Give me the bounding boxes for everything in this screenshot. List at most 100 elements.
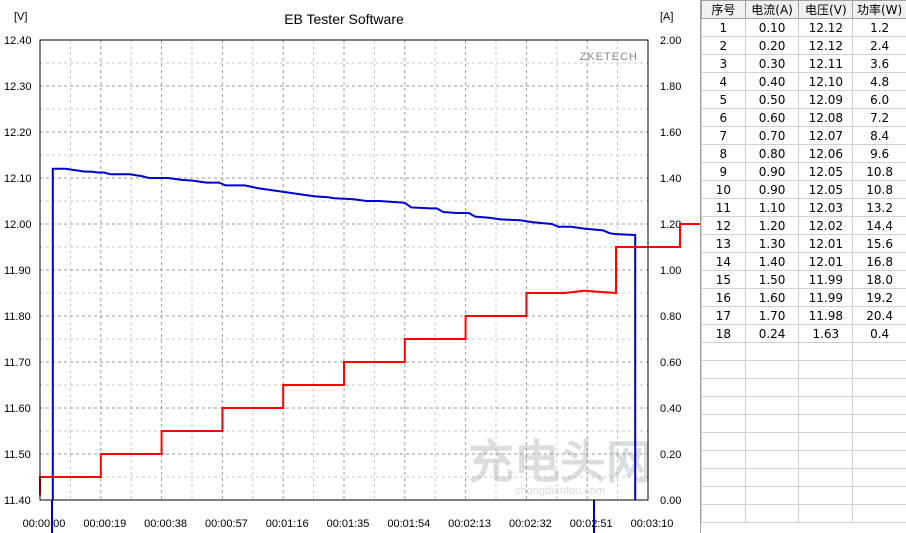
table-cell: 1.20 (744, 216, 800, 235)
table-row: 4 0.40 12.10 4.8 (701, 72, 906, 91)
table-cell (798, 360, 854, 379)
table-cell (744, 432, 800, 451)
site-watermark: 充电头网 chongdiantou.com (468, 435, 652, 497)
table-header-cell: 电压(V) (798, 0, 854, 19)
table-cell: 1.70 (744, 306, 800, 325)
left-tick-label: 11.50 (4, 449, 31, 461)
table-cell: 19.2 (852, 288, 906, 307)
table-cell: 9 (701, 162, 746, 181)
table-cell (744, 504, 800, 523)
table-cell: 12.07 (798, 126, 854, 145)
table-cell: 10.8 (852, 162, 906, 181)
table-cell: 3 (701, 54, 746, 73)
table-cell (798, 414, 854, 433)
x-tick-label: 00:00:00 (23, 518, 66, 530)
right-axis-unit: [A] (660, 11, 673, 23)
left-tick-label: 11.40 (4, 495, 31, 507)
table-row-empty (701, 396, 906, 415)
table-cell (744, 378, 800, 397)
table-row-empty (701, 486, 906, 505)
table-cell (744, 468, 800, 487)
table-cell: 17 (701, 306, 746, 325)
chart-area: EB Tester Software [V] [A] 11.4011.5011.… (4, 11, 700, 533)
table-cell: 0.50 (744, 90, 800, 109)
table-cell: 16 (701, 288, 746, 307)
table-cell (852, 396, 906, 415)
table-row: 9 0.90 12.05 10.8 (701, 162, 906, 181)
right-tick-label: 1.60 (660, 127, 681, 139)
table-cell: 0.70 (744, 126, 800, 145)
table-cell: 1.60 (744, 288, 800, 307)
left-tick-label: 11.70 (4, 357, 31, 369)
right-tick-label: 0.20 (660, 449, 681, 461)
table-row: 16 1.60 11.99 19.2 (701, 288, 906, 307)
table-cell: 13.2 (852, 198, 906, 217)
table-cell: 12.01 (798, 252, 854, 271)
table-cell (852, 342, 906, 361)
table-row-empty (701, 450, 906, 469)
x-tick-label: 00:03:10 (631, 518, 674, 530)
table-cell (798, 504, 854, 523)
left-tick-label: 12.10 (4, 173, 32, 185)
table-cell: 12.03 (798, 198, 854, 217)
table-cell: 12.12 (798, 36, 854, 55)
brand-watermark: ZKETECH (580, 51, 638, 63)
site-watermark-text: chongdiantou.com (515, 485, 605, 497)
x-tick-label: 00:00:57 (205, 518, 248, 530)
table-cell: 12.10 (798, 72, 854, 91)
table-cell (701, 504, 746, 523)
table-cell: 2.4 (852, 36, 906, 55)
table-cell: 11.98 (798, 306, 854, 325)
table-cell (744, 450, 800, 469)
table-body: 1 0.10 12.12 1.2 2 0.20 12.12 2.4 3 0.30 12.11 3.6 4… (701, 18, 906, 523)
table-cell: 1.40 (744, 252, 800, 271)
table-header-row: 序号 电流(A) 电压(V) 功率(W) (701, 0, 906, 19)
table-cell: 12.11 (798, 54, 854, 73)
table-row: 3 0.30 12.11 3.6 (701, 54, 906, 73)
table-cell (701, 468, 746, 487)
table-cell: 4 (701, 72, 746, 91)
table-cell: 1.2 (852, 18, 906, 37)
table-cell (852, 504, 906, 523)
x-tick-label: 00:02:51 (570, 518, 613, 530)
table-cell (701, 432, 746, 451)
table-row: 12 1.20 12.02 14.4 (701, 216, 906, 235)
table-cell (701, 414, 746, 433)
table-cell (852, 432, 906, 451)
table-cell: 6 (701, 108, 746, 127)
table-cell: 7.2 (852, 108, 906, 127)
table-header-cell: 序号 (701, 0, 746, 19)
table-cell: 11.99 (798, 288, 854, 307)
table-row-empty (701, 468, 906, 487)
table-cell: 0.30 (744, 54, 800, 73)
table-cell: 15.6 (852, 234, 906, 253)
x-tick-label: 00:02:13 (448, 518, 491, 530)
table-cell: 3.6 (852, 54, 906, 73)
table-cell (798, 486, 854, 505)
data-table: 序号 电流(A) 电压(V) 功率(W) 1 0.10 12.12 1.2 2 0.20 12.1… (701, 0, 906, 523)
right-tick-label: 1.80 (660, 81, 681, 93)
table-cell (744, 342, 800, 361)
table-cell: 0.90 (744, 162, 800, 181)
left-tick-label: 11.80 (4, 311, 31, 323)
table-cell: 10 (701, 180, 746, 199)
table-cell: 10.8 (852, 180, 906, 199)
table-cell: 1.63 (798, 324, 854, 343)
table-cell: 12.02 (798, 216, 854, 235)
table-cell: 12.12 (798, 18, 854, 37)
table-row: 5 0.50 12.09 6.0 (701, 90, 906, 109)
chart-title: EB Tester Software (284, 11, 404, 27)
left-tick-label: 12.20 (4, 127, 32, 139)
table-header-cell: 功率(W) (852, 0, 906, 19)
x-tick-label: 00:02:32 (509, 518, 552, 530)
table-cell: 12.09 (798, 90, 854, 109)
table-row: 13 1.30 12.01 15.6 (701, 234, 906, 253)
table-row-empty (701, 378, 906, 397)
x-tick-label: 00:00:19 (83, 518, 126, 530)
right-tick-label: 1.40 (660, 173, 681, 185)
table-cell: 14.4 (852, 216, 906, 235)
table-cell (852, 360, 906, 379)
table-cell: 1.30 (744, 234, 800, 253)
table-row-empty (701, 342, 906, 361)
table-row: 18 0.24 1.63 0.4 (701, 324, 906, 343)
